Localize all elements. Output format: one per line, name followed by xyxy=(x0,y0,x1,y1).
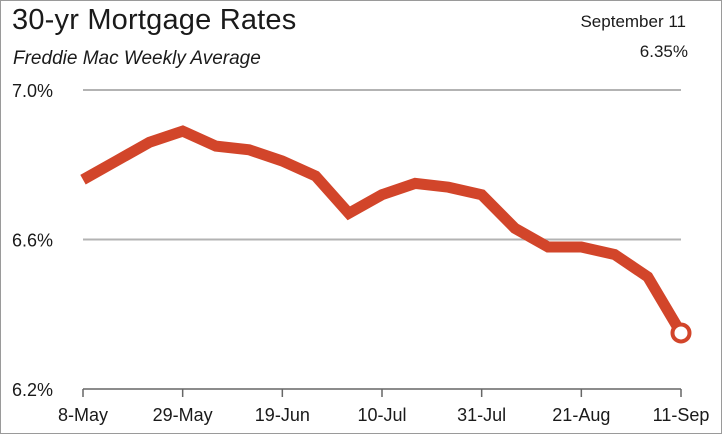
y-tick-label: 6.6% xyxy=(12,231,53,251)
x-tick-label: 21-Aug xyxy=(552,405,610,425)
x-tick-label: 29-May xyxy=(153,405,213,425)
chart-subtitle: Freddie Mac Weekly Average xyxy=(13,48,261,69)
x-tick-label: 8-May xyxy=(58,405,108,425)
series-line xyxy=(80,125,686,336)
x-tick-label: 31-Jul xyxy=(457,405,506,425)
x-tick-labels: 8-May 29-May 19-Jun 10-Jul 31-Jul 21-Aug 11-Se… xyxy=(58,405,709,425)
latest-point-marker xyxy=(670,322,692,344)
latest-date-label: September 11 xyxy=(580,12,686,31)
x-tick-label: 11-Sep xyxy=(653,405,710,425)
x-tick-label: 19-Jun xyxy=(255,405,310,425)
series-layer xyxy=(80,125,692,344)
chart-title: 30-yr Mortgage Rates xyxy=(12,4,297,36)
x-axis xyxy=(82,388,682,397)
y-tick-label: 7.0% xyxy=(12,81,53,101)
y-tick-labels: 6.2% 6.6% 7.0% xyxy=(12,81,53,400)
latest-rate-value: 6.35% xyxy=(639,42,688,61)
x-tick-label: 10-Jul xyxy=(357,405,406,425)
gridlines xyxy=(83,89,681,241)
y-tick-label: 6.2% xyxy=(12,380,53,400)
